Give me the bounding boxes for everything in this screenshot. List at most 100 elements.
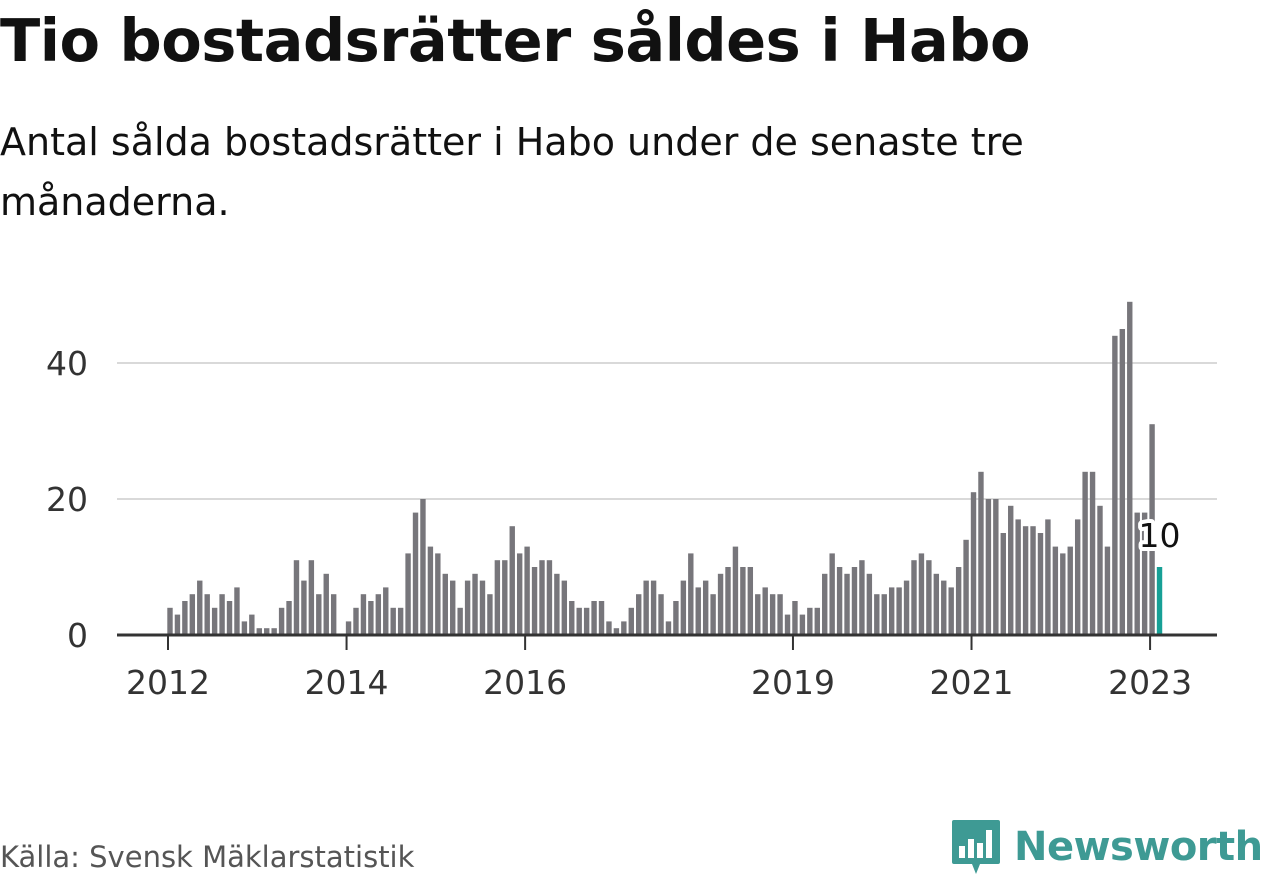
x-tick-label-2023: 2023 <box>1108 663 1192 702</box>
bar <box>1104 546 1111 635</box>
bar <box>301 580 307 635</box>
y-tick-label-40: 40 <box>46 344 88 383</box>
bar <box>911 560 917 635</box>
bar <box>502 560 508 635</box>
bar <box>851 567 858 635</box>
bar <box>1089 471 1096 635</box>
bar <box>1149 424 1155 635</box>
bar <box>1097 505 1103 635</box>
bar <box>881 594 887 635</box>
chart-subtitle: Antal sålda bostadsrätter i Habo under d… <box>0 120 1024 224</box>
bar <box>167 607 173 635</box>
bar <box>427 546 434 635</box>
bar <box>368 601 374 635</box>
bar <box>308 560 315 635</box>
bar <box>569 601 575 635</box>
y-tick-label-20: 20 <box>46 480 88 519</box>
bar <box>494 560 501 635</box>
bar <box>993 499 999 635</box>
bar <box>457 607 463 635</box>
bar <box>903 580 910 635</box>
bar <box>747 567 754 635</box>
bar <box>926 560 932 635</box>
bar <box>293 560 300 635</box>
bar <box>695 587 701 635</box>
newsworthy-logo-text: Newsworthy <box>1014 824 1262 870</box>
bar <box>673 601 679 635</box>
bar <box>583 607 590 635</box>
bar <box>531 567 538 635</box>
bar <box>197 580 203 635</box>
bar <box>412 512 419 635</box>
bar <box>353 607 359 635</box>
bar <box>769 594 776 635</box>
bar <box>844 573 850 635</box>
bar <box>1052 546 1059 635</box>
bar <box>256 628 262 635</box>
bar <box>836 567 843 635</box>
bar <box>643 580 649 635</box>
bar <box>1127 301 1133 635</box>
bar <box>345 621 352 635</box>
bar <box>717 573 724 635</box>
bar <box>1119 329 1126 635</box>
bar <box>1082 471 1088 635</box>
bar <box>740 567 746 635</box>
bar <box>1037 533 1044 635</box>
bar <box>948 587 954 635</box>
bar <box>613 628 620 635</box>
bar <box>420 499 426 635</box>
bar <box>762 587 768 635</box>
bar <box>509 526 515 635</box>
bar <box>1112 335 1118 635</box>
bars <box>167 301 1163 635</box>
bar <box>234 587 240 635</box>
bar <box>360 594 367 635</box>
bar <box>516 553 523 635</box>
bar-highlight <box>1156 567 1163 635</box>
bar <box>330 594 337 635</box>
bar <box>1060 553 1066 635</box>
bar <box>702 580 709 635</box>
bar <box>383 587 389 635</box>
bar <box>621 621 627 635</box>
newsworthy-logo-icon <box>952 820 1000 874</box>
bar <box>390 607 396 635</box>
y-axis-ticks: 0 20 40 <box>46 344 88 655</box>
bar <box>397 607 404 635</box>
bar <box>650 580 657 635</box>
bar <box>866 573 873 635</box>
bar <box>561 580 568 635</box>
data-labels: 10 <box>1135 512 1185 559</box>
bar <box>896 587 902 635</box>
bar <box>1134 512 1140 635</box>
bar <box>963 539 969 635</box>
bar <box>524 546 530 635</box>
bar <box>859 560 865 635</box>
x-tick-label-2012: 2012 <box>126 663 210 702</box>
x-tick-label-2014: 2014 <box>305 663 389 702</box>
bar <box>405 553 411 635</box>
bar <box>174 614 181 635</box>
bar <box>658 594 664 635</box>
bar <box>1022 526 1029 635</box>
bar <box>985 499 992 635</box>
bar <box>755 594 761 635</box>
bar <box>546 560 553 635</box>
bar <box>792 601 798 635</box>
x-tick-label-2016: 2016 <box>483 663 567 702</box>
bar <box>271 628 277 635</box>
x-tick-label-2021: 2021 <box>930 663 1014 702</box>
bar <box>226 601 233 635</box>
bar <box>375 594 382 635</box>
bar <box>487 594 493 635</box>
bar <box>323 573 329 635</box>
y-tick-label-0: 0 <box>67 616 88 655</box>
chart-title: Tio bostadsrätter såldes i Habo <box>0 6 1031 75</box>
bar <box>941 580 947 635</box>
bar <box>1074 519 1081 635</box>
bar <box>1000 533 1006 635</box>
bar <box>1015 519 1021 635</box>
bar <box>189 594 196 635</box>
